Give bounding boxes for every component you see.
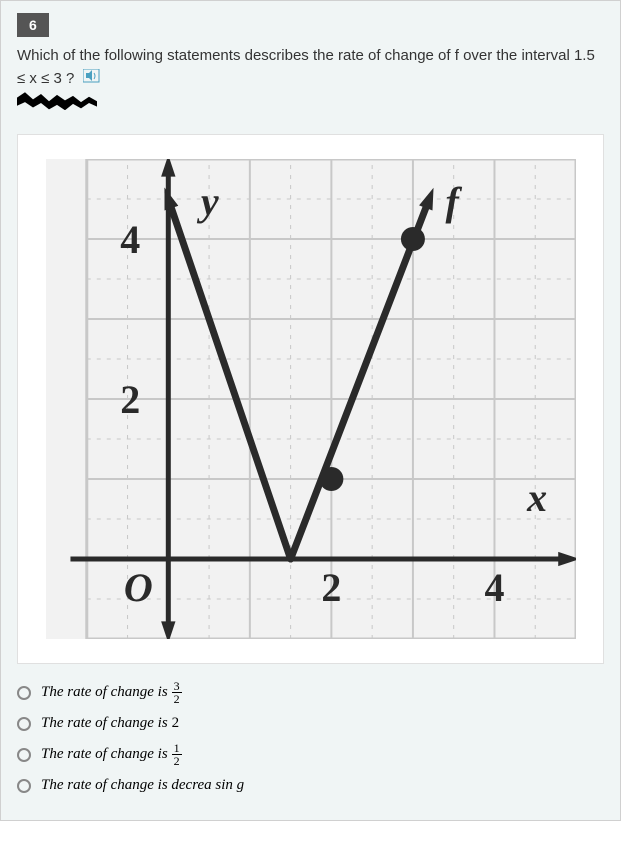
svg-text:y: y (196, 179, 218, 224)
question-number-badge: 6 (17, 13, 49, 37)
radio-icon (17, 779, 31, 793)
answer-options: The rate of change is 3 2 The rate of ch… (1, 680, 620, 794)
radio-icon (17, 686, 31, 700)
option-a[interactable]: The rate of change is 3 2 (17, 680, 604, 705)
svg-text:O: O (123, 565, 152, 610)
option-text: The rate of change is decrea sin g (41, 777, 244, 794)
svg-text:2: 2 (321, 565, 341, 610)
option-c[interactable]: The rate of change is 1 2 (17, 742, 604, 767)
question-prompt: Which of the following statements descri… (17, 47, 595, 87)
svg-text:x: x (526, 475, 547, 520)
option-b[interactable]: The rate of change is 2 (17, 715, 604, 732)
graph: 2424Oxyf (46, 159, 576, 639)
radio-icon (17, 748, 31, 762)
radio-icon (17, 717, 31, 731)
graph-panel: 2424Oxyf (17, 134, 604, 664)
speaker-icon[interactable] (83, 68, 101, 91)
redaction-scribble (17, 92, 97, 110)
option-value: 2 (172, 715, 180, 732)
question-container: 6 Which of the following statements desc… (0, 0, 621, 821)
option-fraction: 1 2 (172, 742, 182, 767)
option-text: The rate of change is (41, 684, 168, 701)
option-fraction: 3 2 (172, 680, 182, 705)
option-text: The rate of change is (41, 715, 168, 732)
option-text: The rate of change is (41, 746, 168, 763)
svg-text:4: 4 (484, 565, 504, 610)
option-d[interactable]: The rate of change is decrea sin g (17, 777, 604, 794)
question-header: 6 Which of the following statements desc… (1, 1, 620, 118)
question-text: Which of the following statements descri… (17, 45, 604, 90)
svg-text:2: 2 (120, 377, 140, 422)
svg-text:4: 4 (120, 217, 140, 262)
